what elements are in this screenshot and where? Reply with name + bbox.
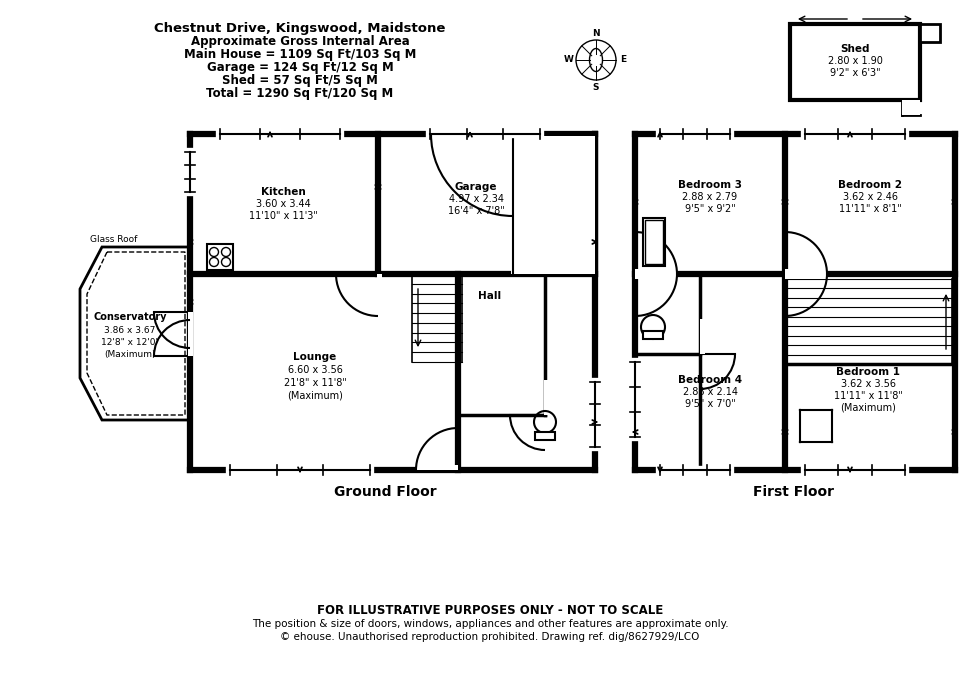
- Text: 3.60 x 3.44: 3.60 x 3.44: [256, 199, 311, 209]
- Bar: [416, 465, 458, 470]
- Text: 9'2" x 6'3": 9'2" x 6'3": [830, 68, 880, 78]
- Text: 21'8" x 11'8": 21'8" x 11'8": [283, 378, 347, 388]
- Text: Ground Floor: Ground Floor: [333, 485, 436, 499]
- Text: E: E: [620, 55, 626, 64]
- Text: Glass Roof: Glass Roof: [90, 235, 137, 244]
- Text: Garage: Garage: [455, 182, 497, 192]
- Text: Bedroom 1: Bedroom 1: [836, 367, 900, 377]
- Bar: [513, 134, 595, 274]
- Bar: [902, 100, 920, 115]
- Text: 3.62 x 3.56: 3.62 x 3.56: [841, 379, 896, 389]
- Bar: [700, 319, 705, 354]
- Bar: [635, 269, 677, 274]
- Text: Kitchen: Kitchen: [261, 187, 306, 197]
- Bar: [544, 380, 549, 415]
- Text: Shed: Shed: [840, 44, 870, 54]
- Text: (Maximum): (Maximum): [104, 350, 156, 359]
- Bar: [645, 220, 663, 264]
- Bar: [207, 244, 233, 270]
- Bar: [785, 269, 827, 274]
- Text: S: S: [593, 82, 599, 91]
- Text: 11'10" x 11'3": 11'10" x 11'3": [249, 211, 318, 221]
- Text: Approximate Gross Internal Area: Approximate Gross Internal Area: [191, 35, 410, 48]
- Text: N: N: [592, 28, 600, 37]
- Bar: [188, 312, 193, 356]
- Text: Hall: Hall: [478, 291, 502, 301]
- Bar: [535, 432, 555, 440]
- Text: 9'5" x 7'0": 9'5" x 7'0": [685, 399, 735, 409]
- Text: 2.88 x 2.79: 2.88 x 2.79: [682, 192, 738, 202]
- Text: 3.86 x 3.67: 3.86 x 3.67: [104, 326, 156, 335]
- Text: 4.97 x 2.34: 4.97 x 2.34: [449, 194, 504, 204]
- Text: 6.60 x 3.56: 6.60 x 3.56: [287, 365, 342, 375]
- Text: (Maximum): (Maximum): [840, 403, 896, 413]
- Text: 11'11" x 11'8": 11'11" x 11'8": [834, 391, 903, 401]
- Bar: [800, 410, 832, 442]
- Bar: [511, 136, 595, 274]
- Bar: [790, 24, 920, 100]
- Text: Garage = 124 Sq Ft/12 Sq M: Garage = 124 Sq Ft/12 Sq M: [207, 61, 393, 74]
- Text: 16'4" x 7'8": 16'4" x 7'8": [448, 206, 505, 216]
- Text: (Maximum): (Maximum): [287, 391, 343, 401]
- Text: Bedroom 3: Bedroom 3: [678, 180, 742, 190]
- Text: 9'5" x 9'2": 9'5" x 9'2": [685, 204, 735, 214]
- Text: Chestnut Drive, Kingswood, Maidstone: Chestnut Drive, Kingswood, Maidstone: [154, 22, 446, 35]
- Polygon shape: [80, 247, 190, 420]
- Text: First Floor: First Floor: [753, 485, 834, 499]
- Text: 11'11" x 8'1": 11'11" x 8'1": [839, 204, 902, 214]
- Text: Bedroom 2: Bedroom 2: [838, 180, 902, 190]
- Text: Shed = 57 Sq Ft/5 Sq M: Shed = 57 Sq Ft/5 Sq M: [222, 74, 378, 87]
- Text: Conservatory: Conservatory: [93, 313, 167, 322]
- Text: Lounge: Lounge: [293, 352, 336, 362]
- Text: Main House = 1109 Sq Ft/103 Sq M: Main House = 1109 Sq Ft/103 Sq M: [184, 48, 416, 61]
- Text: © ehouse. Unauthorised reproduction prohibited. Drawing ref. dig/8627929/LCO: © ehouse. Unauthorised reproduction proh…: [280, 632, 700, 642]
- Text: 2.80 x 1.90: 2.80 x 1.90: [827, 56, 882, 66]
- Bar: [785, 274, 827, 279]
- Bar: [635, 274, 677, 279]
- Text: FOR ILLUSTRATIVE PURPOSES ONLY - NOT TO SCALE: FOR ILLUSTRATIVE PURPOSES ONLY - NOT TO …: [317, 603, 663, 617]
- Text: The position & size of doors, windows, appliances and other features are approxi: The position & size of doors, windows, a…: [252, 619, 728, 629]
- Bar: [643, 218, 665, 266]
- Text: 12'8" x 12'0": 12'8" x 12'0": [101, 338, 160, 347]
- Text: 2.88 x 2.14: 2.88 x 2.14: [682, 387, 738, 397]
- Text: W: W: [564, 55, 574, 64]
- Text: 3.62 x 2.46: 3.62 x 2.46: [843, 192, 898, 202]
- Text: Bedroom 4: Bedroom 4: [678, 375, 742, 385]
- Bar: [643, 331, 663, 339]
- Text: Total = 1290 Sq Ft/120 Sq M: Total = 1290 Sq Ft/120 Sq M: [207, 87, 394, 100]
- Bar: [377, 274, 382, 316]
- Polygon shape: [920, 24, 940, 42]
